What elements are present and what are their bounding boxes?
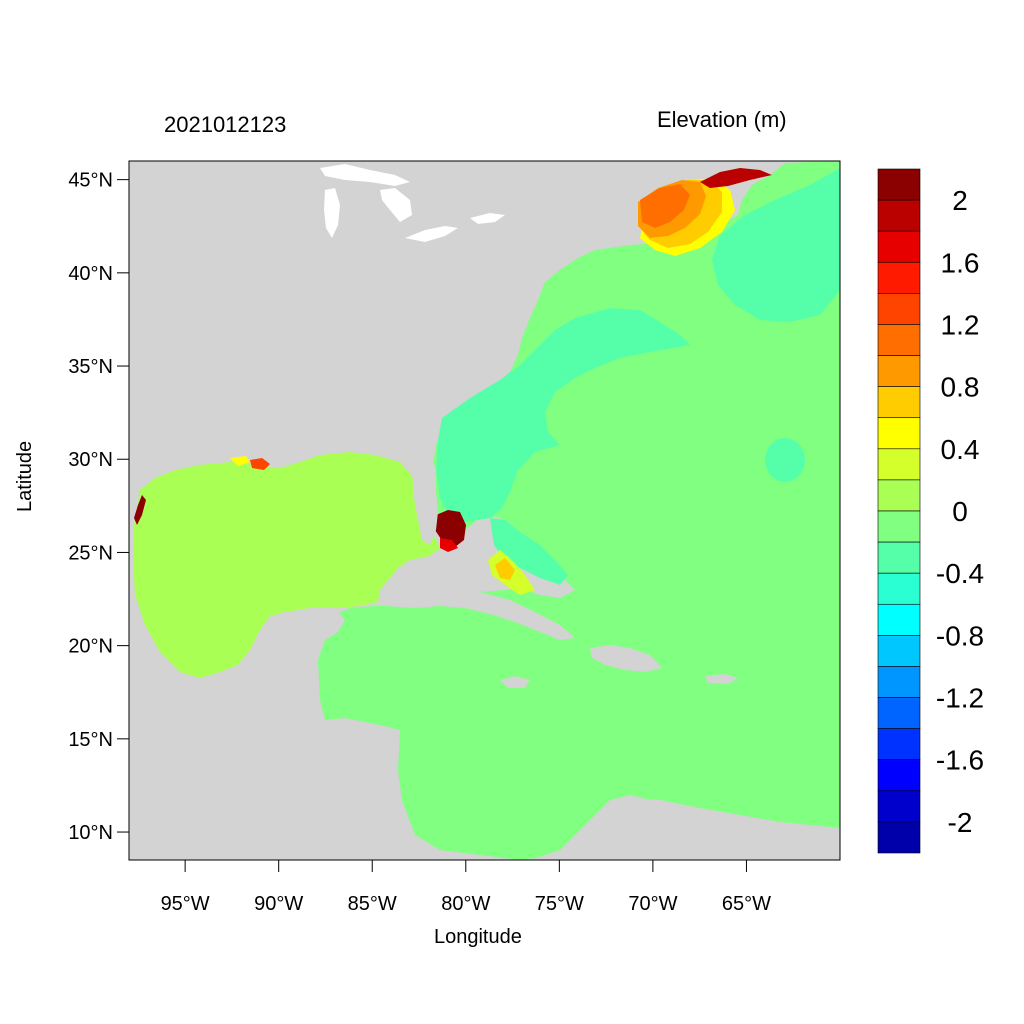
south-florida-surge — [435, 510, 466, 547]
ne-offshore — [712, 168, 840, 322]
colorbar-band — [877, 293, 921, 325]
lon-tick-label: 70°W — [628, 893, 677, 915]
jamaica — [500, 676, 530, 688]
colorbar-band — [877, 355, 921, 387]
colorbar-band — [877, 199, 921, 232]
lat-tick-label: 40°N — [68, 263, 113, 285]
colorbar-label: -0.4 — [936, 558, 984, 589]
timestamp-title: 2021012123 — [164, 112, 287, 137]
colorbar-label: -1.6 — [936, 745, 984, 776]
lat-tick-label: 35°N — [68, 356, 113, 378]
bahamas-surge-gold — [495, 558, 515, 580]
hispaniola — [590, 645, 662, 672]
se-shelf — [436, 308, 690, 522]
lon-tick-label: 90°W — [254, 893, 303, 915]
colorbar-band — [877, 697, 921, 729]
colorbar-band — [877, 790, 921, 823]
plot-frame — [128, 160, 841, 861]
lat-tick-label: 30°N — [68, 449, 113, 471]
colorbar-label: 0.4 — [941, 434, 980, 465]
x-axis-label: Longitude — [434, 926, 522, 948]
lake-erie — [405, 226, 458, 242]
longitude-ticks: 95°W 90°W 85°W 80°W 75°W 70°W 65°W — [161, 860, 771, 915]
louisiana-surge-yellow — [230, 456, 250, 466]
south-america — [530, 798, 840, 860]
colorbar-band — [877, 759, 921, 792]
bahamas-shelf — [490, 518, 568, 585]
lat-tick-label: 25°N — [68, 542, 113, 564]
puerto-rico — [705, 674, 738, 684]
colorbar-band — [877, 572, 921, 605]
lon-tick-label: 80°W — [441, 893, 490, 915]
variable-title: Elevation (m) — [657, 107, 787, 132]
latitude-ticks: 45°N 40°N 35°N 30°N 25°N 20°N 15°N 10°N — [68, 170, 129, 844]
florida-bay-surge — [440, 538, 458, 552]
florida-peninsula — [412, 458, 438, 545]
map-area — [129, 161, 840, 860]
lake-superior — [320, 164, 410, 186]
colorbar: 2 1.6 1.2 0.8 0.4 0 -0.4 -0.8 -1.2 -1.6 -2 — [877, 168, 984, 854]
colorbar-band — [877, 168, 921, 201]
gulf-of-maine-surge-deep — [640, 184, 690, 228]
colorbar-band — [877, 821, 921, 854]
lon-tick-label: 65°W — [722, 893, 771, 915]
lake-huron — [380, 188, 412, 222]
colorbar-band — [877, 666, 921, 698]
colorbar-band — [877, 324, 921, 356]
colorbar-band — [877, 261, 921, 294]
cuba — [385, 588, 575, 640]
colorbar-band — [877, 603, 921, 636]
colorbar-label: -2 — [948, 807, 973, 838]
gulf-of-mexico — [133, 452, 440, 678]
colorbar-label: -1.2 — [936, 683, 984, 714]
lat-tick-label: 10°N — [68, 822, 113, 844]
lat-tick-label: 45°N — [68, 170, 113, 192]
colorbar-band — [877, 635, 921, 667]
colorbar-label: 0 — [952, 496, 968, 527]
colorbar-band — [877, 417, 921, 450]
lon-tick-label: 85°W — [348, 893, 397, 915]
louisiana-surge-red — [250, 458, 270, 470]
ocean-eddy — [765, 438, 805, 482]
lake-michigan — [324, 188, 340, 238]
atlantic-ocean — [318, 161, 840, 860]
colorbar-label: -0.8 — [936, 620, 984, 651]
colorbar-label: 1.2 — [941, 309, 980, 340]
lon-tick-label: 95°W — [161, 893, 210, 915]
lon-tick-label: 75°W — [535, 893, 584, 915]
texas-coast-surge — [134, 495, 146, 525]
colorbar-band — [877, 386, 921, 419]
colorbar-band — [877, 448, 921, 481]
colorbar-band — [877, 541, 921, 574]
bay-of-fundy-surge — [700, 168, 772, 188]
lat-tick-label: 20°N — [68, 636, 113, 658]
colorbar-label: 1.6 — [941, 247, 980, 278]
colorbar-label: 2 — [952, 185, 968, 216]
colorbar-band — [877, 728, 921, 761]
colorbar-band — [877, 479, 921, 512]
colorbar-band — [877, 510, 921, 543]
yucatan — [265, 608, 345, 662]
lat-tick-label: 15°N — [68, 729, 113, 751]
colorbar-label: 0.8 — [941, 372, 980, 403]
lake-ontario — [470, 213, 505, 224]
colorbar-band — [877, 230, 921, 263]
